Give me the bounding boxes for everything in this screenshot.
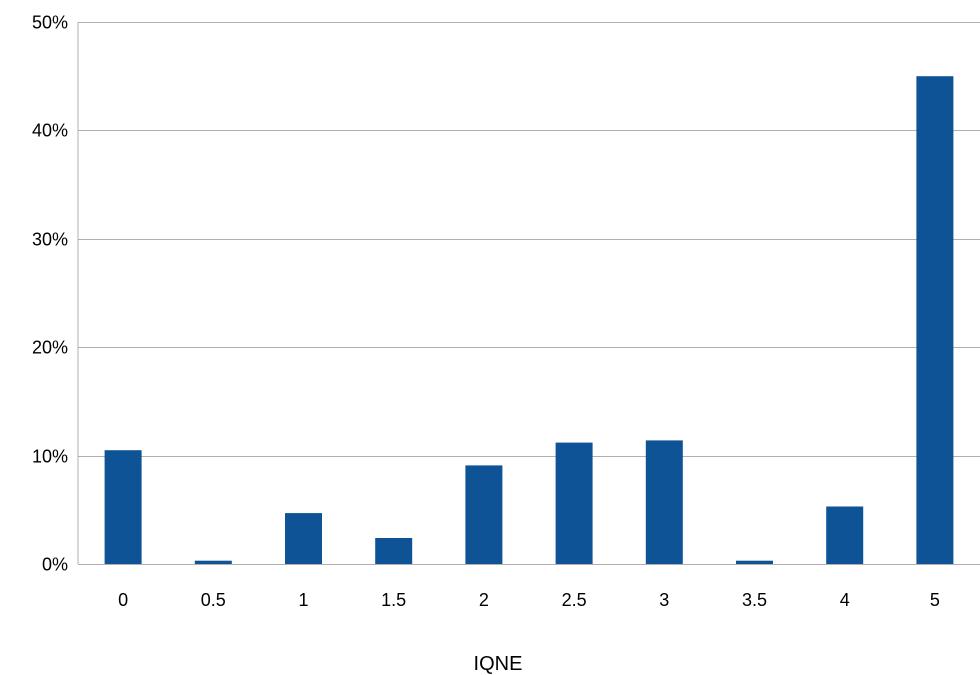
x-tick-label: 0.5 bbox=[201, 590, 226, 610]
x-axis-tick-labels: 0 0.5 1 1.5 2 2.5 3 3.5 4 5 bbox=[118, 590, 940, 610]
x-tick-label: 1 bbox=[298, 590, 308, 610]
bar-3.5 bbox=[736, 560, 773, 564]
y-tick-label: 0% bbox=[42, 555, 68, 575]
y-tick-label: 40% bbox=[32, 121, 68, 141]
bar-4 bbox=[826, 506, 864, 564]
x-tick-label: 2 bbox=[479, 590, 489, 610]
x-tick-label: 0 bbox=[118, 590, 128, 610]
bars bbox=[104, 76, 954, 564]
bar-5 bbox=[916, 76, 954, 564]
y-axis-tick-labels: 0% 10% 20% 30% 40% 50% bbox=[32, 13, 68, 575]
x-axis-title: IQNE bbox=[474, 653, 523, 675]
bar-1.5 bbox=[375, 538, 413, 564]
y-tick-label: 20% bbox=[32, 338, 68, 358]
bar-0.5 bbox=[194, 560, 232, 564]
bar-2 bbox=[465, 465, 503, 564]
x-tick-label: 5 bbox=[930, 590, 940, 610]
bar-2.5 bbox=[555, 442, 593, 564]
x-tick-label: 3.5 bbox=[742, 590, 767, 610]
x-tick-label: 1.5 bbox=[381, 590, 406, 610]
bar-1 bbox=[285, 513, 322, 564]
gridlines bbox=[77, 22, 980, 565]
y-tick-label: 50% bbox=[32, 13, 68, 33]
x-tick-label: 3 bbox=[659, 590, 669, 610]
y-tick-label: 30% bbox=[32, 230, 68, 250]
x-tick-label: 2.5 bbox=[562, 590, 587, 610]
y-tick-label: 10% bbox=[32, 447, 68, 467]
x-tick-label: 4 bbox=[840, 590, 850, 610]
bar-3 bbox=[645, 440, 683, 564]
bar-0 bbox=[104, 450, 142, 564]
